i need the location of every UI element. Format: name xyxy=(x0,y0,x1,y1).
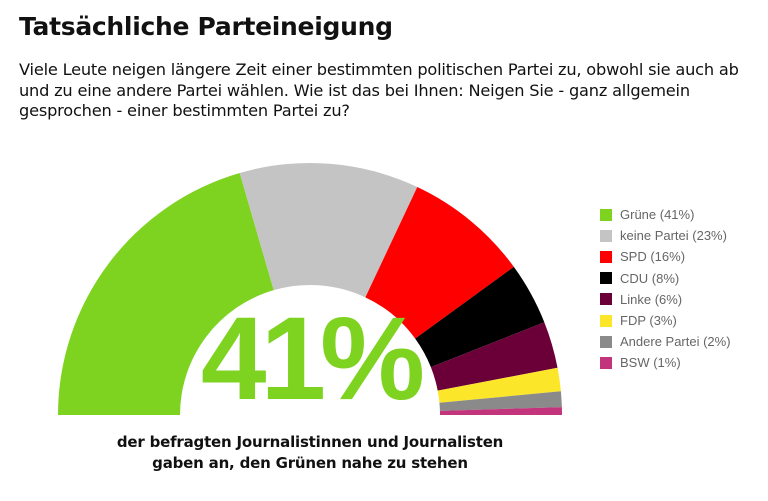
caption-line-2: gaben an, den Grünen nahe zu stehen xyxy=(152,454,468,472)
legend-swatch xyxy=(600,293,612,306)
survey-question: Viele Leute neigen längere Zeit einer be… xyxy=(19,60,739,120)
legend-item: BSW (1%) xyxy=(600,352,731,373)
highlight-value: 41% xyxy=(200,293,425,425)
legend-swatch xyxy=(600,356,612,369)
legend-label: Linke (6%) xyxy=(620,291,683,307)
legend-swatch xyxy=(600,208,612,221)
legend-label: FDP (3%) xyxy=(620,313,677,329)
legend-label: keine Partei (23%) xyxy=(620,228,727,244)
slice-grüne xyxy=(58,173,274,415)
slice-fdp xyxy=(437,367,561,403)
slice-spd xyxy=(365,186,514,339)
slice-bsw xyxy=(439,407,562,415)
legend-label: Andere Partei (2%) xyxy=(620,334,731,350)
legend-swatch xyxy=(600,272,612,285)
legend-swatch xyxy=(600,335,612,348)
slice-andere-partei xyxy=(439,391,562,411)
legend-item: keine Partei (23%) xyxy=(600,225,731,246)
legend-item: FDP (3%) xyxy=(600,310,731,331)
legend-swatch xyxy=(600,314,612,327)
chart-caption: der befragten Journalistinnen und Journa… xyxy=(60,432,560,474)
legend-label: SPD (16%) xyxy=(620,249,686,265)
legend-swatch xyxy=(600,250,612,263)
legend: Grüne (41%) keine Partei (23%) SPD (16%) CD… xyxy=(600,204,731,374)
chart-title: Tatsächliche Parteineigung xyxy=(19,12,393,41)
legend-swatch xyxy=(600,229,612,242)
legend-item: Linke (6%) xyxy=(600,289,731,310)
legend-label: BSW (1%) xyxy=(620,355,681,371)
legend-label: Grüne (41%) xyxy=(620,207,695,223)
caption-line-1: der befragten Journalistinnen und Journa… xyxy=(116,433,504,451)
legend-label: CDU (8%) xyxy=(620,270,680,286)
legend-item: Andere Partei (2%) xyxy=(600,331,731,352)
slice-keine-partei xyxy=(239,163,418,298)
slice-cdu xyxy=(415,266,545,368)
legend-item: SPD (16%) xyxy=(600,246,731,267)
legend-item: CDU (8%) xyxy=(600,268,731,289)
slice-linke xyxy=(430,322,558,391)
legend-item: Grüne (41%) xyxy=(600,204,731,225)
